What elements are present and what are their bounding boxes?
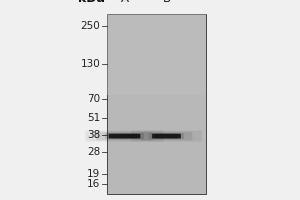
FancyBboxPatch shape: [149, 133, 184, 139]
FancyBboxPatch shape: [109, 134, 140, 138]
FancyBboxPatch shape: [105, 133, 144, 139]
Text: 38: 38: [87, 130, 101, 140]
FancyBboxPatch shape: [141, 132, 192, 140]
FancyBboxPatch shape: [112, 134, 136, 138]
FancyBboxPatch shape: [155, 134, 178, 138]
Text: 130: 130: [81, 59, 100, 69]
Text: 19: 19: [87, 169, 101, 179]
Text: kDa: kDa: [78, 0, 105, 5]
Text: 28: 28: [87, 147, 101, 157]
Text: 51: 51: [87, 113, 101, 123]
FancyBboxPatch shape: [152, 134, 181, 138]
Bar: [106, 14, 206, 95]
FancyBboxPatch shape: [96, 132, 153, 140]
FancyBboxPatch shape: [131, 131, 202, 142]
Text: 250: 250: [81, 21, 100, 31]
Bar: [106, 14, 206, 194]
FancyBboxPatch shape: [85, 131, 164, 142]
Text: 16: 16: [87, 179, 101, 189]
Text: A: A: [121, 0, 128, 5]
Text: B: B: [162, 0, 171, 5]
Text: 70: 70: [87, 94, 101, 104]
